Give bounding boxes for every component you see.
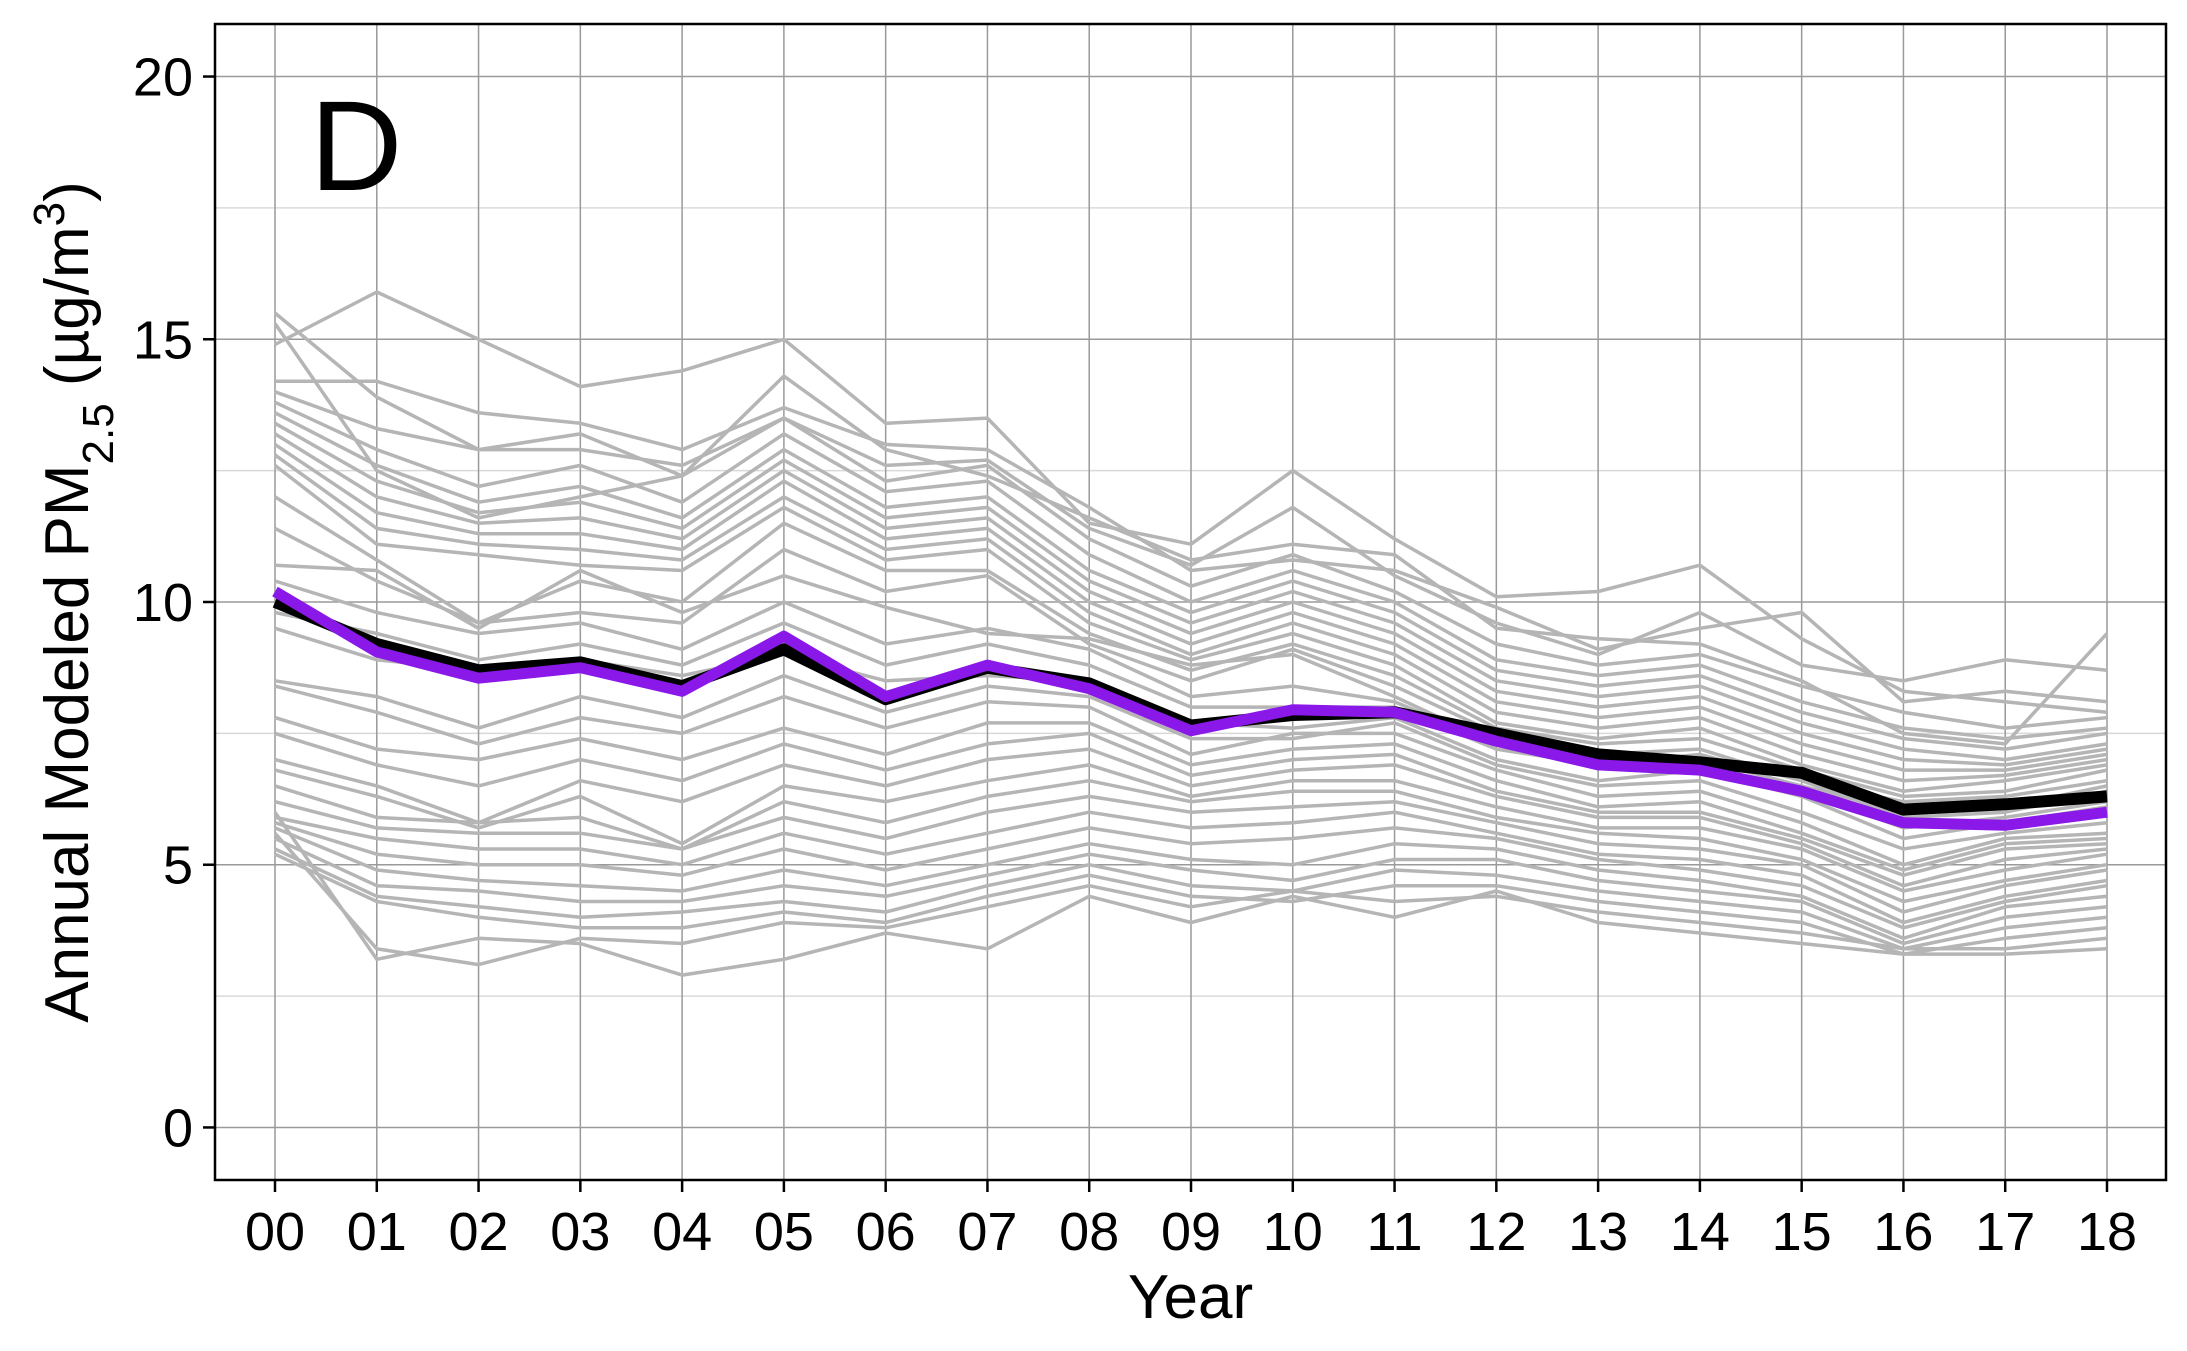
background-series-line [274, 411, 2108, 751]
x-tick-label: 08 [1059, 1202, 1119, 1262]
panel-label: D [310, 75, 402, 218]
background-series-line [274, 673, 2108, 851]
background-series-line [273, 322, 2109, 746]
background-series-line [274, 684, 2108, 867]
background-series-line [274, 826, 2108, 941]
x-tick-label: 16 [1873, 1202, 1933, 1262]
x-tick-label: 00 [245, 1202, 305, 1262]
x-tick-label: 01 [347, 1202, 407, 1262]
background-series-line [273, 311, 2108, 683]
background-series-line [274, 400, 2108, 741]
background-series-line [274, 421, 2108, 762]
x-tick-label: 12 [1466, 1202, 1526, 1262]
background-series-line [273, 811, 2108, 977]
x-axis-title: Year [1128, 1263, 1253, 1332]
background-series-line [273, 453, 2108, 783]
background-series-line [274, 794, 2108, 914]
main-series-group [272, 586, 2108, 831]
background-series-line [274, 442, 2108, 772]
x-tick-label: 15 [1772, 1202, 1832, 1262]
background-series-line [274, 579, 2108, 820]
background-series-line [274, 747, 2108, 888]
x-tick-label: 14 [1670, 1202, 1730, 1262]
x-tick-label: 03 [550, 1202, 610, 1262]
background-series-line [274, 810, 2108, 925]
y-tick-label: 20 [133, 48, 193, 108]
x-tick-label: 02 [449, 1202, 509, 1262]
background-series-line [274, 763, 2108, 893]
y-axis-title-subscript: 2.5 [74, 403, 123, 464]
background-series-line [273, 832, 2108, 967]
y-tick-label: 15 [133, 310, 193, 370]
y-axis-title-prefix: Annual Modeled PM [33, 464, 102, 1022]
x-tick-label: 07 [957, 1202, 1017, 1262]
background-series-line [275, 379, 2108, 704]
x-tick-label: 06 [856, 1202, 916, 1262]
x-tick-label: 17 [1975, 1202, 2035, 1262]
background-series-line [274, 432, 2108, 767]
background-series-line [274, 847, 2108, 951]
highlight-series-line [272, 586, 2108, 831]
y-axis-title-superscript: 3 [25, 202, 74, 226]
y-axis-title-unit-close: ) [33, 181, 102, 202]
y-axis-title-unit-open: (µg/m [33, 226, 102, 403]
y-tick-label: 5 [163, 836, 193, 896]
background-series-line [274, 290, 2108, 715]
background-series-line [274, 778, 2108, 904]
y-tick-label: 0 [163, 1098, 193, 1158]
background-series-line [274, 390, 2108, 730]
background-series-line [274, 852, 2108, 956]
x-tick-label: 10 [1263, 1202, 1323, 1262]
background-series-line [273, 464, 2108, 793]
background-series-line [274, 731, 2108, 877]
x-tick-label: 05 [754, 1202, 814, 1262]
background-series-line [274, 836, 2108, 946]
y-tick-label: 10 [133, 573, 193, 633]
x-tick-label: 04 [652, 1202, 712, 1262]
x-tick-label: 18 [2077, 1202, 2137, 1262]
x-tick-label: 13 [1568, 1202, 1628, 1262]
x-tick-label: 11 [1367, 1202, 1423, 1262]
background-series-line [274, 715, 2108, 872]
background-series-line [274, 821, 2108, 930]
x-tick-label: 09 [1161, 1202, 1221, 1262]
y-axis-title: Annual Modeled PM2.5 (µg/m3) [25, 181, 123, 1023]
